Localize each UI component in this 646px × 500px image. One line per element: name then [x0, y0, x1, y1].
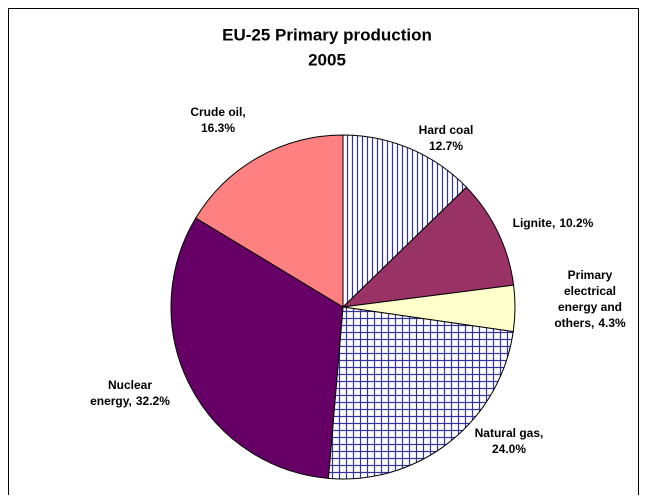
slice-label: Nuclear energy,: [90, 378, 152, 408]
pie-slice: [195, 134, 344, 308]
slice-label: Hard coal: [419, 123, 474, 137]
slice-label: Crude oil,: [190, 105, 245, 119]
value-label: 4.3%: [598, 316, 626, 330]
chart-title: EU-25 Primary production: [222, 25, 432, 44]
pie-slice: [342, 134, 468, 309]
slice-label: Primary electrical energy and others,: [554, 268, 622, 330]
value-label: 10.2%: [559, 216, 593, 230]
slice-label: Lignite,: [513, 216, 556, 230]
slice-label: Natural gas,: [475, 426, 544, 440]
pie-slice: [327, 306, 514, 480]
pie-slice: [170, 217, 344, 479]
value-label: 24.0%: [492, 442, 526, 456]
value-label: 16.3%: [201, 121, 235, 135]
value-label: 12.7%: [429, 139, 463, 153]
pie-slice: [341, 186, 515, 308]
value-label: 32.2%: [136, 394, 170, 408]
chart-subtitle: 2005: [308, 50, 346, 69]
